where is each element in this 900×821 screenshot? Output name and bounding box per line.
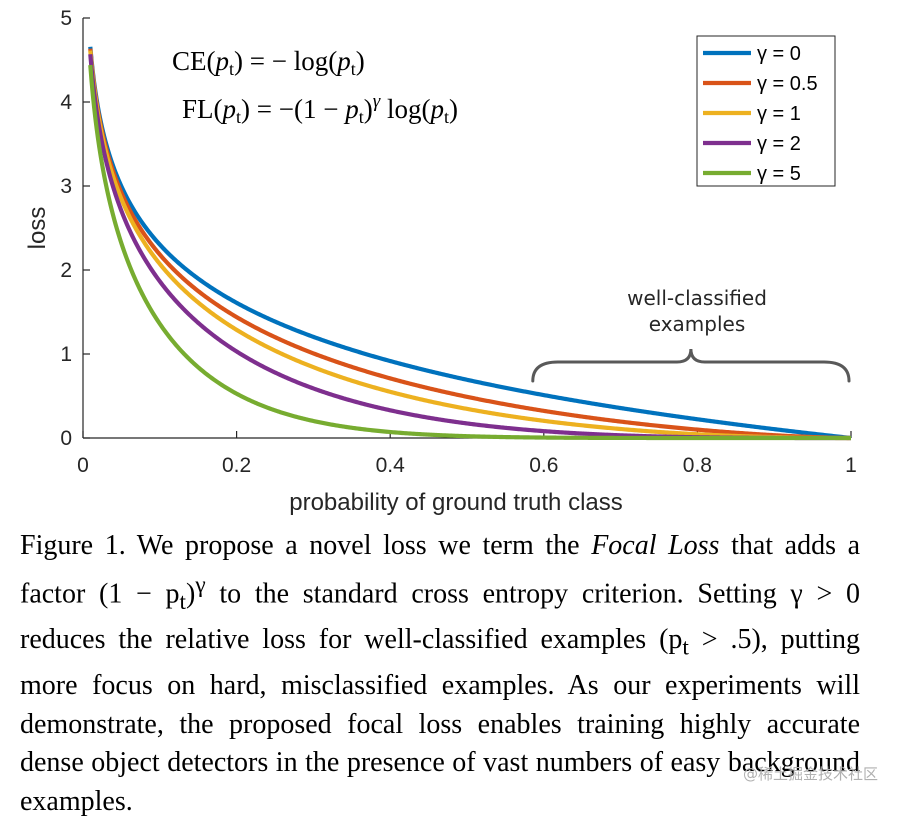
curves	[88, 46, 852, 441]
caption-part2: that adds a factor (1 − p	[20, 530, 860, 609]
caption-sup: γ	[195, 571, 206, 598]
formula-fl: FL(pt) = −(1 − pt)γ log(pt)	[182, 91, 458, 127]
legend-entry: γ = 2	[757, 133, 801, 155]
annotation-line2: examples	[649, 312, 746, 336]
y-tick-label: 3	[60, 175, 72, 198]
focal-loss-chart: 0 1 2 3 4 5 0 0.2 0.4 0.6 0.8 1 probability of gro…	[24, 7, 857, 516]
legend-entry: γ = 0.5	[757, 73, 818, 95]
y-tick-label: 1	[60, 343, 72, 366]
well-classified-annotation: well-classified examples	[531, 286, 851, 383]
legend-entry: γ = 5	[757, 163, 801, 185]
x-ticks: 0 0.2 0.4 0.6 0.8 1	[77, 431, 857, 477]
x-tick-label: 1	[845, 454, 857, 477]
x-axis-label: probability of ground truth class	[289, 489, 623, 516]
y-tick-label: 2	[60, 259, 72, 282]
caption-sub2: t	[682, 634, 689, 661]
caption-part4: > .5), putting more focus on hard, miscl…	[20, 623, 860, 817]
svg-text:FL(pt) = −(1 − pt)γ log(pt): FL(pt) = −(1 − pt)γ log(pt)	[182, 91, 458, 127]
legend: γ = 0 γ = 0.5 γ = 1 γ = 2 γ = 5	[696, 35, 836, 187]
brace-icon	[531, 348, 851, 383]
series-line-4	[88, 64, 852, 441]
caption-sub1: t	[179, 588, 187, 615]
x-tick-label: 0.4	[376, 454, 406, 477]
annotation-line1: well-classified	[627, 286, 767, 310]
svg-text:CE(pt) = − log(pt): CE(pt) = − log(pt)	[172, 46, 365, 79]
y-tick-label: 4	[60, 91, 72, 114]
formula-ce: CE(pt) = − log(pt)	[172, 46, 365, 79]
y-tick-label: 5	[60, 7, 72, 30]
y-ticks: 0 1 2 3 4 5	[60, 7, 90, 450]
x-tick-label: 0.6	[529, 454, 558, 477]
caption-part1: Figure 1. We propose a novel loss we ter…	[20, 530, 592, 561]
x-tick-label: 0	[77, 454, 89, 477]
x-tick-label: 0.8	[683, 454, 712, 477]
caption-italic: Focal Loss	[591, 530, 720, 561]
y-axis-label: loss	[24, 207, 51, 250]
x-tick-label: 0.2	[222, 454, 251, 477]
y-tick-label: 0	[60, 427, 72, 450]
watermark: @稀土掘金技术社区	[742, 765, 878, 783]
series-line-0	[88, 46, 852, 441]
caption-part3: to the standard cross entropy criterion.…	[20, 577, 860, 655]
figure-caption: Figure 1. We propose a novel loss we ter…	[20, 530, 860, 817]
legend-entry: γ = 1	[757, 103, 801, 125]
series-line-1	[88, 48, 851, 441]
legend-entry: γ = 0	[757, 43, 801, 65]
